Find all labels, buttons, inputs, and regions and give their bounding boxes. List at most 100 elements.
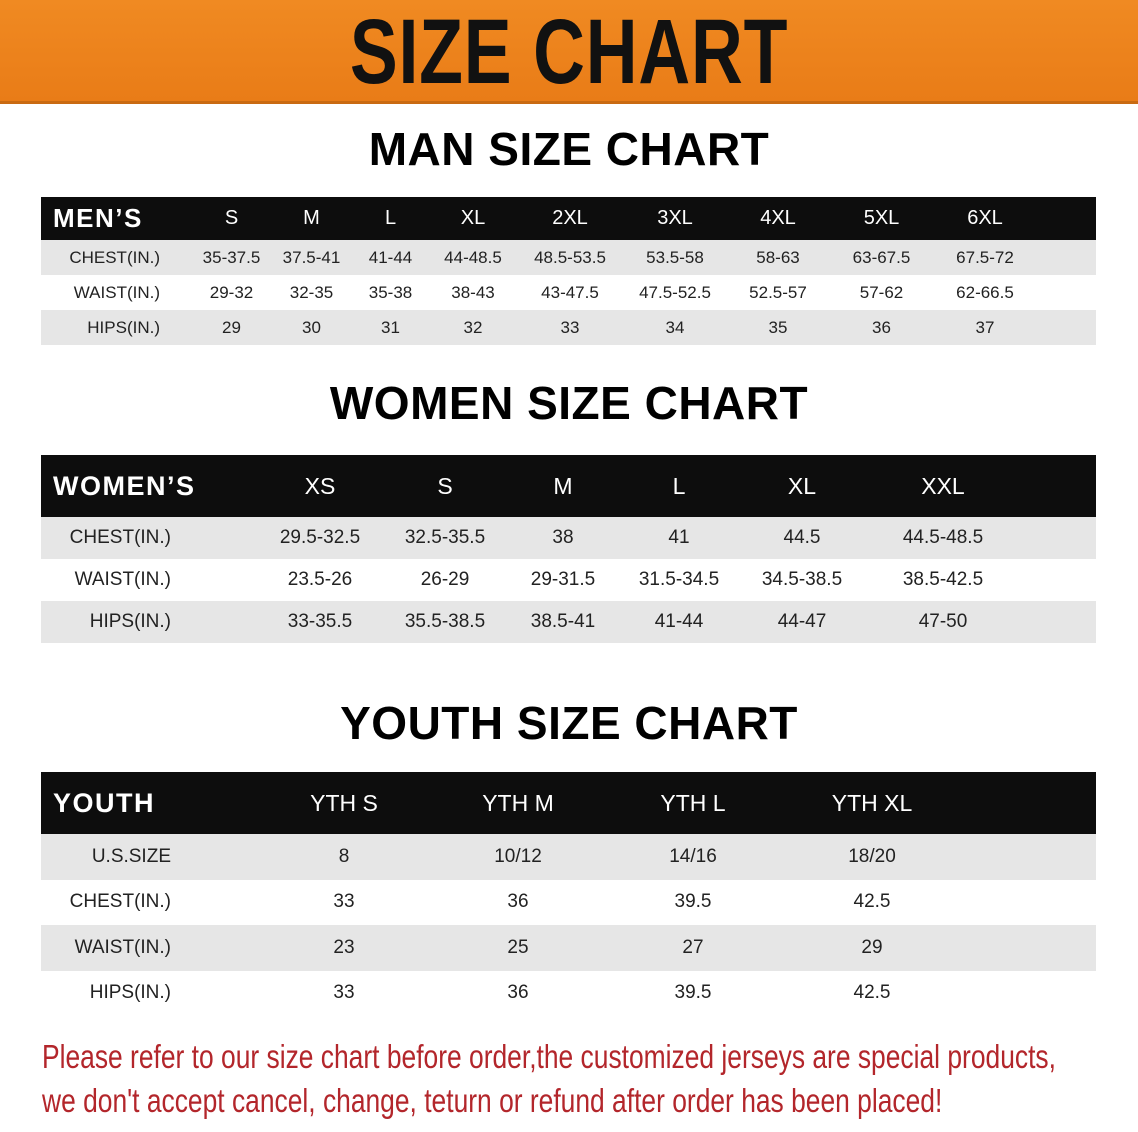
measurement-cell: 62-66.5	[956, 282, 1014, 302]
measurement-cell: 30	[302, 317, 321, 337]
row-label: HIPS(IN.)	[87, 317, 160, 337]
notice-line-1: Please refer to our size chart before or…	[42, 1038, 1056, 1075]
size-column-header: XS	[304, 472, 336, 499]
row-label: WAIST(IN.)	[74, 569, 171, 590]
size-column-header: YTH L	[660, 789, 726, 816]
table-label: WOMEN’S	[53, 470, 196, 501]
table-header-row: MEN’S S M L XL 2XL 3XL 4XL 5XL 6XL	[41, 197, 1096, 240]
measurement-cell: 10/12	[494, 845, 542, 867]
table-row: HIPS(IN.) 33 36 39.5 42.5	[41, 970, 1096, 1016]
size-column-header: YTH S	[310, 789, 378, 816]
notice-line-2: we don't accept cancel, change, teturn o…	[42, 1082, 943, 1119]
table-row: WAIST(IN.) 29-32 32-35 35-38 38-43 43-47.5 47.…	[41, 275, 1096, 310]
measurement-cell: 25	[507, 936, 529, 958]
size-column-header: 3XL	[657, 207, 693, 229]
size-column-header: S	[437, 472, 453, 499]
row-label: WAIST(IN.)	[73, 282, 160, 302]
measurement-cell: 57-62	[859, 282, 904, 302]
measurement-cell: 8	[338, 845, 350, 867]
measurement-cell: 23.5-26	[287, 569, 353, 590]
table-row: U.S.SIZE 8 10/12 14/16 18/20	[41, 834, 1096, 880]
table-label: MEN’S	[53, 203, 143, 233]
measurement-cell: 29.5-32.5	[279, 527, 361, 548]
measurement-cell: 32.5-35.5	[404, 527, 486, 548]
row-label: CHEST(IN.)	[69, 527, 171, 548]
measurement-cell: 38-43	[451, 282, 495, 302]
measurement-cell: 34.5-38.5	[761, 569, 843, 590]
size-column-header: 6XL	[967, 207, 1003, 229]
measurement-cell: 38.5-42.5	[902, 569, 984, 590]
measurement-cell: 42.5	[853, 982, 891, 1004]
table-row: HIPS(IN.) 33-35.5 35.5-38.5 38.5-41 41-44 44-…	[41, 601, 1096, 643]
measurement-cell: 38	[552, 527, 574, 548]
measurement-cell: 42.5	[853, 891, 891, 913]
measurement-cell: 58-63	[756, 247, 800, 267]
men-size-table: MEN’S S M L XL 2XL 3XL 4XL 5XL 6XL CHEST(IN.) 35-37…	[41, 197, 1096, 345]
measurement-cell: 36	[507, 982, 529, 1004]
table-header-row: WOMEN’S XS S M L XL XXL	[41, 455, 1096, 517]
size-column-header: 4XL	[760, 207, 796, 229]
measurement-cell: 39.5	[674, 891, 712, 913]
men-heading: MAN SIZE CHART	[368, 123, 770, 175]
measurement-cell: 37.5-41	[282, 247, 341, 267]
measurement-cell: 38.5-41	[530, 611, 596, 632]
measurement-cell: 48.5-53.5	[534, 247, 606, 267]
measurement-cell: 33	[333, 891, 355, 913]
table-label: YOUTH	[53, 787, 155, 818]
measurement-cell: 35	[768, 317, 788, 337]
women-size-table: WOMEN’S XS S M L XL XXL CHEST(IN.) 29.5-32.5 32.5…	[41, 455, 1096, 643]
size-column-header: L	[672, 472, 686, 499]
measurement-cell: 33-35.5	[287, 611, 353, 632]
measurement-cell: 47-50	[918, 611, 968, 632]
measurement-cell: 29	[222, 317, 241, 337]
measurement-cell: 41-44	[654, 611, 704, 632]
size-column-header: YTH M	[482, 789, 554, 816]
measurement-cell: 29-31.5	[530, 569, 596, 590]
row-label: CHEST(IN.)	[69, 247, 160, 267]
measurement-cell: 44-47	[777, 611, 827, 632]
youth-heading: YOUTH SIZE CHART	[340, 697, 798, 749]
size-column-header: M	[553, 472, 573, 499]
measurement-cell: 41-44	[368, 247, 413, 267]
measurement-cell: 32-35	[289, 282, 334, 302]
table-header-row: YOUTH YTH S YTH M YTH L YTH XL	[41, 772, 1096, 834]
measurement-cell: 53.5-58	[646, 247, 704, 267]
measurement-cell: 37	[975, 317, 995, 337]
size-column-header: XL	[787, 472, 817, 499]
measurement-cell: 41	[668, 527, 690, 548]
row-label: HIPS(IN.)	[89, 611, 171, 632]
measurement-cell: 29	[861, 936, 883, 958]
row-label: WAIST(IN.)	[74, 936, 171, 958]
measurement-cell: 36	[872, 317, 891, 337]
row-label: HIPS(IN.)	[89, 982, 171, 1004]
measurement-cell: 31	[381, 317, 400, 337]
measurement-cell: 35-38	[368, 282, 413, 302]
row-label: U.S.SIZE	[91, 845, 171, 867]
table-row: CHEST(IN.) 35-37.5 37.5-41 41-44 44-48.5 48.5…	[41, 240, 1096, 275]
measurement-cell: 36	[507, 891, 529, 913]
measurement-cell: 43-47.5	[541, 282, 599, 302]
measurement-cell: 18/20	[848, 845, 896, 867]
measurement-cell: 44.5	[783, 527, 821, 548]
table-row: WAIST(IN.) 23.5-26 26-29 29-31.5 31.5-34.5 34…	[41, 559, 1096, 601]
size-column-header: 5XL	[863, 207, 900, 229]
measurement-cell: 26-29	[420, 569, 470, 590]
measurement-cell: 52.5-57	[749, 282, 807, 302]
measurement-cell: 31.5-34.5	[638, 569, 720, 590]
size-column-header: L	[384, 207, 397, 229]
size-column-header: XL	[460, 207, 486, 229]
measurement-cell: 44.5-48.5	[902, 527, 984, 548]
measurement-cell: 29-32	[209, 282, 254, 302]
size-column-header: 2XL	[552, 207, 588, 229]
table-row: HIPS(IN.) 29 30 31 32 33 34 35 36 37	[41, 310, 1096, 345]
title-banner: SIZE CHART	[0, 0, 1138, 104]
table-row: WAIST(IN.) 23 25 27 29	[41, 925, 1096, 971]
women-heading: WOMEN SIZE CHART	[329, 377, 809, 429]
measurement-cell: 27	[682, 936, 704, 958]
measurement-cell: 34	[665, 317, 685, 337]
row-label: CHEST(IN.)	[69, 891, 171, 913]
measurement-cell: 33	[333, 982, 355, 1004]
page-title: SIZE CHART	[349, 1, 789, 103]
size-column-header: S	[224, 207, 239, 229]
table-row: CHEST(IN.) 29.5-32.5 32.5-35.5 38 41 44.5 44.5…	[41, 517, 1096, 559]
